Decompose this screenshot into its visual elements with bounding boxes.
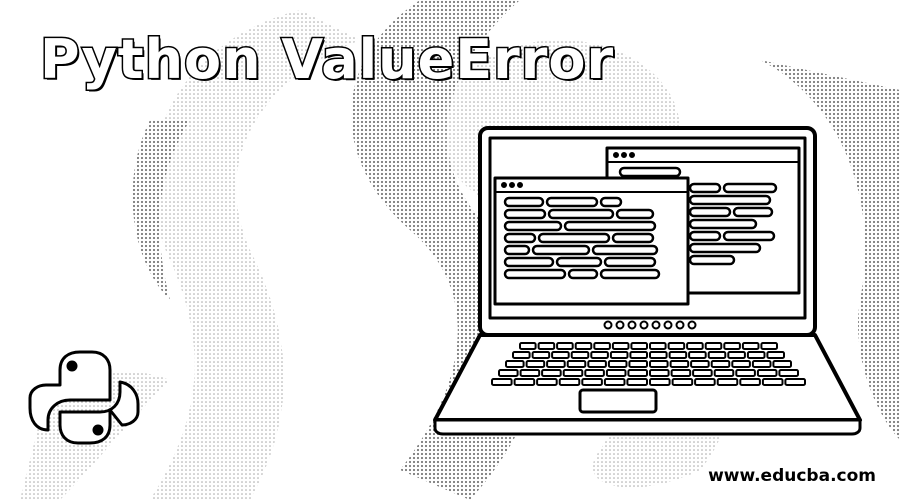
keyboard-key [581,378,603,386]
keyboard-key [556,342,574,350]
keyboard-key [735,369,756,377]
keyboard-key [723,342,741,350]
keyboard-key [536,378,558,386]
laptop-icon [433,126,862,436]
keyboard-key [778,369,800,377]
keyboard-key [491,378,513,386]
keyboard-key [558,378,581,386]
keyboard-key [611,342,630,350]
keyboard-key [731,360,751,368]
keyboard-key [716,378,739,386]
keyboard-key [649,351,668,359]
keyboard-key [772,360,793,368]
keyboard-key [593,342,611,350]
keyboard-key [541,369,562,377]
keyboard-key [694,378,716,386]
keyboard-key [649,360,669,368]
keyboard-key [531,351,551,359]
keyboard-key [609,351,629,359]
keyboard-key [727,351,746,359]
keyboard-key [587,360,607,368]
keyboard-key [667,342,686,350]
code-window-front [493,176,690,306]
keyboard-key [704,342,723,350]
keyboard-key [626,378,649,386]
keyboard-key [669,360,690,368]
keyboard-key [628,360,649,368]
keyboard-key [537,342,556,350]
keyboard-key [574,342,593,350]
banner-title: Python ValueError [38,27,615,93]
keyboard-key [741,342,760,350]
keyboard-key [707,351,727,359]
keyboard-key [525,360,546,368]
keyboard-key [627,369,649,377]
keyboard-key [566,360,587,368]
keyboard-key [649,378,671,386]
keyboard-key [505,360,525,368]
keyboard-key [562,369,584,377]
keyboard-key [546,360,566,368]
keyboard-key [630,342,649,350]
keyboard-key [512,351,531,359]
keyboard-key [605,369,627,377]
keyboard-key [760,342,779,350]
keyboard-key [746,351,766,359]
keyboard-key [670,369,692,377]
status-dots [603,320,697,330]
keyboard-key [519,369,541,377]
keyboard-key [649,369,670,377]
keyboard-key [688,351,707,359]
keyboard-key [513,378,536,386]
keyboard-key [629,351,649,359]
keyboard-key [551,351,570,359]
keyboard-key [751,360,772,368]
keyboard-key [649,342,667,350]
python-logo-icon [28,350,140,445]
trackpad [578,388,658,414]
keyboard-key [603,378,626,386]
keyboard-key [498,369,519,377]
keyboard-key [671,378,694,386]
keyboard-key [607,360,628,368]
keyboard-key [710,360,731,368]
keyboard-key [590,351,609,359]
keyboard-key [584,369,605,377]
keyboard-key [690,360,710,368]
keyboard-key [713,369,735,377]
keyboard [491,342,807,386]
keyboard-key [519,342,537,350]
keyboard-key [766,351,786,359]
keyboard-key [692,369,713,377]
keyboard-key [739,378,761,386]
keyboard-key [686,342,704,350]
keyboard-key [761,378,784,386]
keyboard-key [756,369,778,377]
keyboard-key [784,378,807,386]
keyboard-key [668,351,688,359]
site-url: www.educba.com [708,466,876,486]
keyboard-key [570,351,590,359]
